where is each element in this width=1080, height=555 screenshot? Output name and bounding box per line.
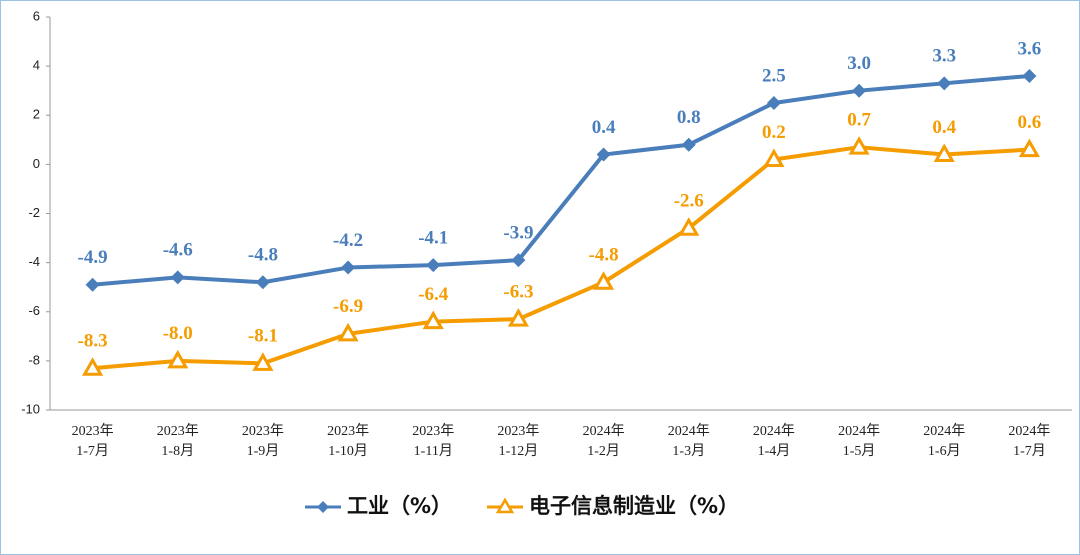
legend-marker <box>317 501 329 513</box>
point-marker <box>422 310 444 330</box>
x-tick-label: 1-7月 <box>1013 443 1046 459</box>
value-label: -4.6 <box>163 240 193 261</box>
value-label: -4.8 <box>248 245 278 266</box>
point-marker <box>81 357 104 376</box>
value-label: 0.8 <box>677 107 701 128</box>
value-label: 0.6 <box>1018 112 1042 133</box>
value-label: -4.9 <box>78 247 108 268</box>
value-label: 0.4 <box>592 117 616 138</box>
point-marker <box>167 349 189 369</box>
x-tick-label: 1-9月 <box>247 443 280 459</box>
point-marker <box>592 271 615 290</box>
point-marker <box>337 322 359 342</box>
point-marker <box>426 258 441 273</box>
legend-marker <box>495 497 515 514</box>
series-line <box>92 73 1030 287</box>
x-tick-label: 2024年 <box>583 423 625 439</box>
x-tick-label: 2023年 <box>327 423 369 439</box>
x-tick-label: 1-2月 <box>587 443 620 459</box>
x-tick-label: 2024年 <box>923 423 965 439</box>
point-marker <box>255 275 270 290</box>
value-label: 3.6 <box>1018 38 1042 59</box>
point-marker <box>252 352 274 371</box>
x-tick-label: 1-3月 <box>672 443 705 459</box>
x-tick-label: 2023年 <box>242 423 284 439</box>
value-label: -6.4 <box>418 284 449 305</box>
value-label: -3.9 <box>503 223 533 244</box>
point-marker <box>507 308 530 327</box>
x-tick-label: 2023年 <box>412 423 454 439</box>
y-tick-label: -2 <box>28 205 40 220</box>
x-tick-label: 1-12月 <box>499 443 539 459</box>
y-tick-label: -4 <box>28 254 40 269</box>
x-tick-label: 2023年 <box>157 423 199 439</box>
y-tick-label: -10 <box>21 401 40 416</box>
y-tick-label: 4 <box>33 58 40 73</box>
x-tick-label: 2024年 <box>1008 423 1050 439</box>
point-marker <box>85 277 100 292</box>
x-tick-label: 1-4月 <box>758 443 791 459</box>
point-marker <box>596 147 611 162</box>
value-label: 0.2 <box>762 122 786 143</box>
value-label: 2.5 <box>762 65 786 86</box>
y-tick-label: -8 <box>28 352 40 367</box>
x-tick-label: 2023年 <box>72 423 114 439</box>
value-label: -8.3 <box>78 331 108 352</box>
point-marker <box>933 143 955 163</box>
point-marker <box>1022 68 1037 83</box>
point-marker <box>763 148 785 167</box>
value-label: 3.0 <box>847 53 871 74</box>
value-label: -8.0 <box>163 323 193 344</box>
x-tick-label: 1-6月 <box>928 443 961 459</box>
value-label: -2.6 <box>674 191 704 212</box>
value-label: -4.2 <box>333 230 363 251</box>
y-tick-label: 6 <box>33 8 40 23</box>
x-tick-label: 2024年 <box>668 423 710 439</box>
x-tick-label: 2023年 <box>497 423 539 439</box>
legend-label: 工业（%） <box>347 494 452 518</box>
value-label: -4.8 <box>589 245 619 266</box>
y-tick-label: 0 <box>33 156 40 171</box>
x-tick-label: 2024年 <box>838 423 880 439</box>
value-label: -8.1 <box>248 326 278 347</box>
x-tick-label: 1-8月 <box>161 443 194 459</box>
series-line <box>92 145 1030 371</box>
value-label: -6.9 <box>333 296 363 317</box>
point-marker <box>511 253 526 268</box>
point-marker <box>170 270 185 285</box>
value-label: -6.3 <box>503 281 533 302</box>
point-marker <box>766 95 781 110</box>
point-marker <box>341 260 356 275</box>
x-tick-label: 2024年 <box>753 423 795 439</box>
point-marker <box>1018 138 1041 158</box>
value-label: 0.4 <box>932 117 956 138</box>
value-label: 0.7 <box>847 110 871 131</box>
y-tick-label: 2 <box>33 107 40 122</box>
value-label: -4.1 <box>418 227 448 248</box>
x-tick-label: 1-5月 <box>843 443 876 459</box>
point-marker <box>937 76 952 91</box>
point-marker <box>852 83 867 98</box>
legend-label: 电子信息制造业（%） <box>529 494 739 518</box>
y-tick-label: -6 <box>28 303 40 318</box>
x-tick-label: 1-11月 <box>414 443 453 459</box>
point-marker <box>681 137 696 152</box>
x-tick-label: 1-7月 <box>76 443 109 459</box>
point-marker <box>678 217 700 236</box>
x-tick-label: 1-10月 <box>328 443 368 459</box>
value-label: 3.3 <box>932 46 956 67</box>
point-marker <box>848 136 870 155</box>
